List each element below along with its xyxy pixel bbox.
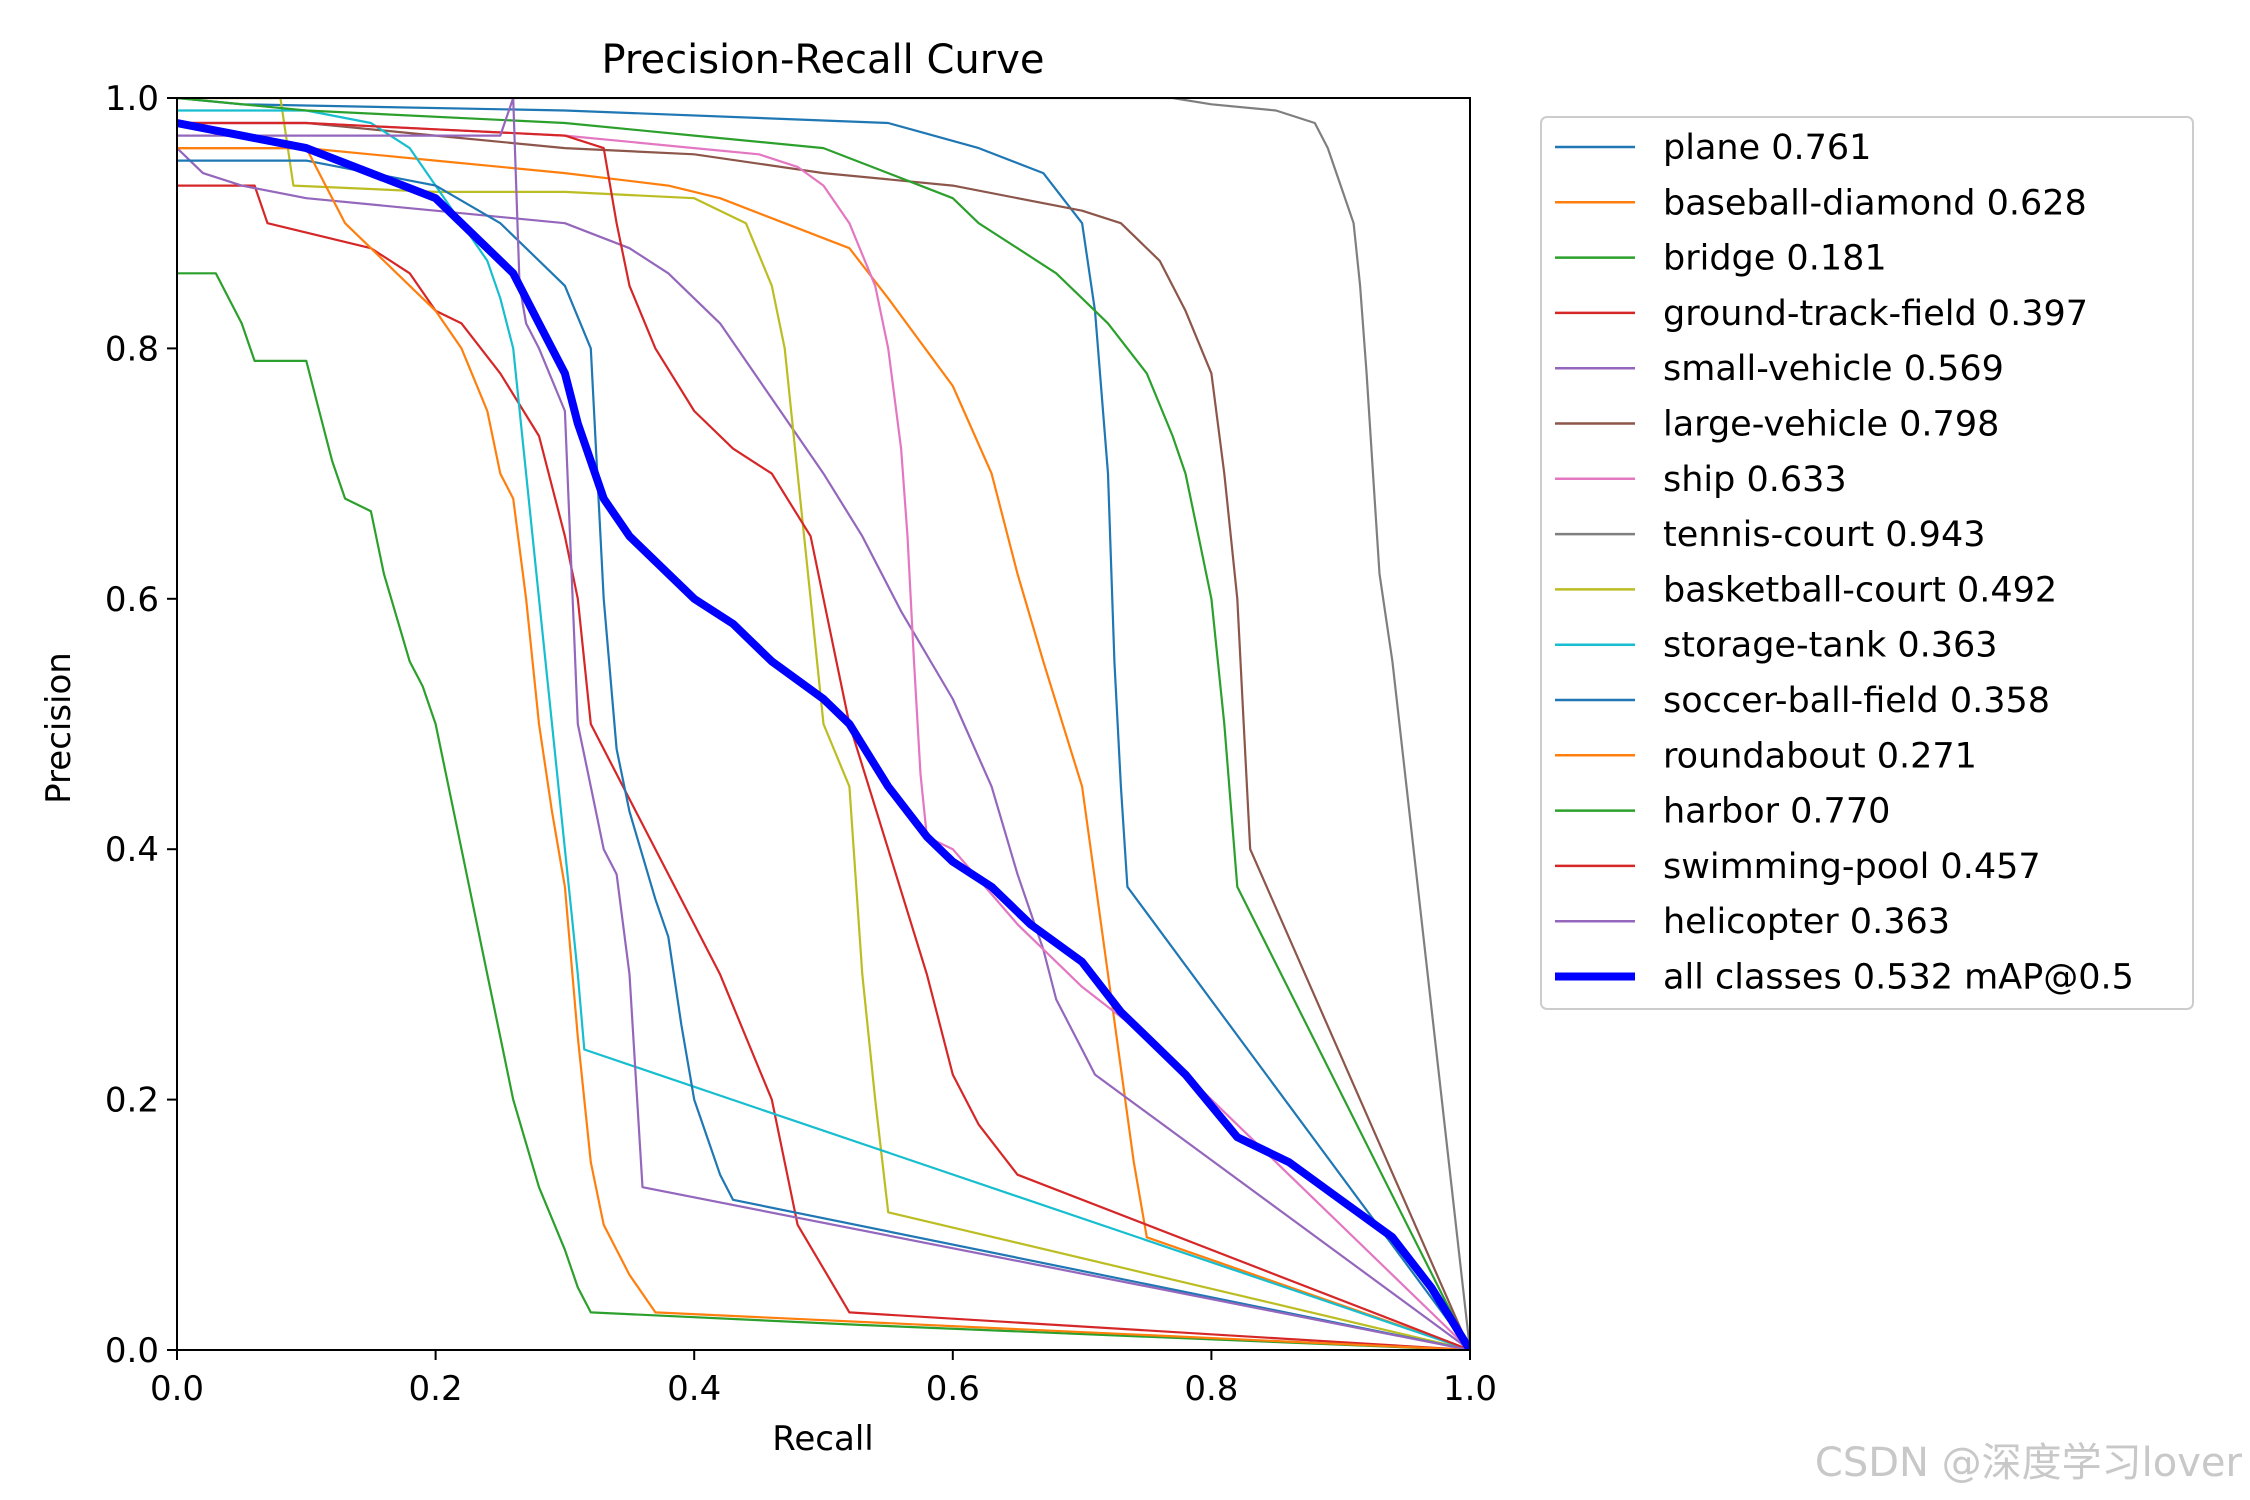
legend-box: [1540, 116, 2194, 1010]
y-tick-label: 0.0: [105, 1331, 159, 1371]
x-axis-label: Recall: [772, 1419, 873, 1459]
y-axis-label: Precision: [39, 652, 79, 804]
series-line-plane: [177, 98, 1470, 1350]
y-tick-label: 1.0: [105, 79, 159, 119]
legend-label: storage-tank 0.363: [1663, 626, 1998, 666]
legend-label: bridge 0.181: [1663, 239, 1887, 279]
series-line-ship: [177, 121, 1470, 1350]
series-line-baseball-diamond: [177, 147, 1470, 1350]
series-line-helicopter: [177, 98, 1470, 1350]
legend-label: ship 0.633: [1663, 460, 1847, 500]
series-line-all-classes: [177, 119, 1470, 1350]
series-line-small-vehicle: [177, 147, 1470, 1350]
x-tick-label: 0.6: [926, 1369, 980, 1409]
legend-label: swimming-pool 0.457: [1663, 847, 2041, 887]
legend-label: all classes 0.532 mAP@0.5: [1663, 958, 2134, 998]
x-tick-label: 0.8: [1184, 1369, 1238, 1409]
series-line-storage-tank: [177, 109, 1470, 1350]
plot-area: 0.00.0 0.2 0.2 0.4 0.4 0.6 0.6 0.8 0.8 1.0 1.0: [105, 79, 1497, 1409]
legend-label: helicopter 0.363: [1663, 902, 1950, 942]
x-tick-label: 0.2: [409, 1369, 463, 1409]
series-line-soccer-ball-field: [177, 159, 1470, 1350]
series-line-harbor: [177, 98, 1470, 1350]
legend-label: roundabout 0.271: [1663, 736, 1977, 776]
x-tick-label: 1.0: [1443, 1369, 1497, 1409]
series-line-roundabout: [177, 147, 1470, 1350]
series-line-swimming-pool: [177, 121, 1470, 1350]
series-line-basketball-court: [177, 98, 1470, 1350]
legend-label: small-vehicle 0.569: [1663, 349, 2004, 389]
legend-label: soccer-ball-field 0.358: [1663, 681, 2050, 721]
series-lines: [177, 98, 1470, 1350]
y-tick-label: 0.2: [105, 1081, 159, 1121]
series-line-bridge: [177, 272, 1470, 1350]
legend-label: basketball-court 0.492: [1663, 570, 2057, 610]
y-tick-label: 0.4: [105, 830, 159, 870]
y-tick-label: 0.8: [105, 329, 159, 369]
y-tick-label: 0.6: [105, 580, 159, 620]
legend-label: ground-track-field 0.397: [1663, 294, 2088, 334]
series-line-ground-track-field: [177, 184, 1470, 1350]
legend-label: large-vehicle 0.798: [1663, 405, 1999, 445]
chart-title: Precision-Recall Curve: [602, 37, 1045, 83]
x-tick-label: 0.0: [150, 1369, 204, 1409]
axes-frame: [176, 97, 1471, 1351]
series-line-large-vehicle: [177, 121, 1470, 1350]
legend: plane 0.761 baseball-diamond 0.628 bridge …: [1540, 116, 2194, 1010]
legend-label: baseball-diamond 0.628: [1663, 183, 2087, 223]
x-tick-label: 0.4: [667, 1369, 721, 1409]
watermark: CSDN @深度学习lover: [1814, 1440, 2242, 1486]
legend-label: plane 0.761: [1663, 128, 1871, 168]
legend-label: harbor 0.770: [1663, 792, 1890, 832]
series-line-tennis-court: [177, 98, 1470, 1350]
legend-label: tennis-court 0.943: [1663, 515, 1986, 555]
